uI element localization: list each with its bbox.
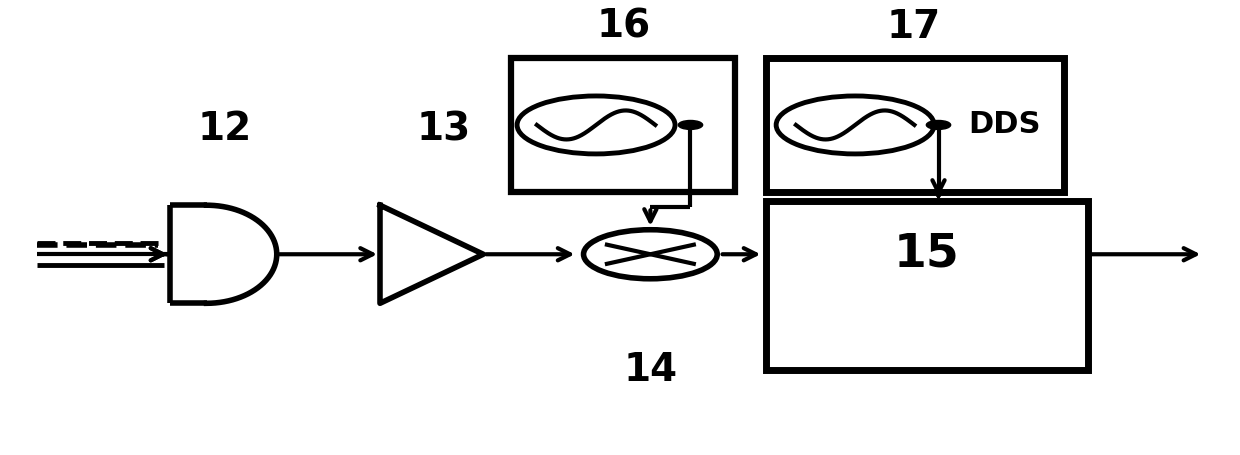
Circle shape (678, 121, 703, 129)
Text: 16: 16 (596, 8, 651, 46)
Text: 17: 17 (887, 8, 941, 46)
Text: 15: 15 (893, 232, 959, 277)
Circle shape (926, 121, 951, 129)
Text: 12: 12 (198, 111, 252, 148)
Text: DDS: DDS (967, 111, 1040, 139)
Text: 14: 14 (624, 351, 677, 389)
Bar (511, 58, 735, 192)
Text: 13: 13 (417, 111, 471, 148)
Bar (766, 58, 1064, 192)
Bar (766, 201, 1087, 370)
